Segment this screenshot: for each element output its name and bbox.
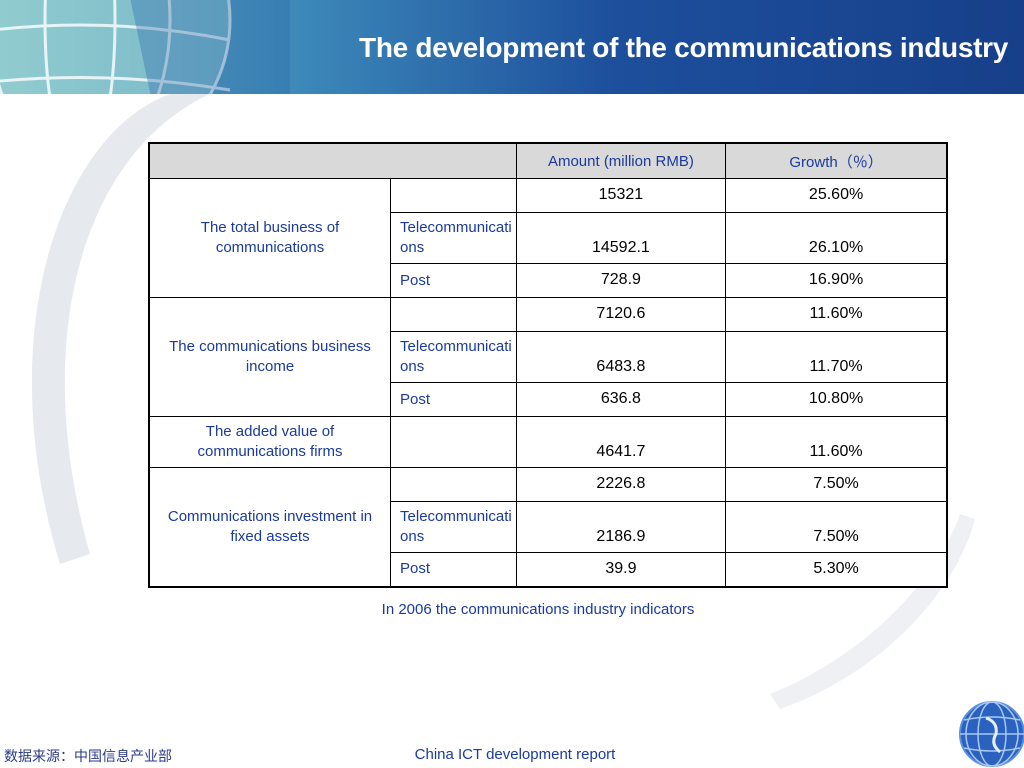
- subcategory-label: Post: [390, 263, 517, 298]
- table-header-row: Amount (million RMB) Growth（％）: [148, 142, 948, 179]
- growth-value: 10.80%: [725, 382, 948, 417]
- growth-value: 7.50%: [725, 501, 948, 553]
- growth-value: 11.60%: [725, 297, 948, 332]
- growth-value: 7.50%: [725, 467, 948, 502]
- globe-image: [0, 0, 290, 94]
- indicators-table: Amount (million RMB) Growth（％） The total…: [148, 142, 948, 588]
- amount-value: 636.8: [515, 382, 727, 417]
- category-label: The added value of communications firms: [148, 416, 392, 468]
- growth-value: 25.60%: [725, 178, 948, 213]
- amount-value: 2226.8: [515, 467, 727, 502]
- header-growth: Growth（％）: [725, 142, 948, 179]
- subcategory-label: Post: [390, 552, 517, 587]
- table-row: Telecommunications 6483.8 11.70%: [149, 331, 948, 383]
- table-row: The added value of communications firms 4…: [148, 416, 948, 468]
- amount-value: 7120.6: [515, 297, 727, 332]
- amount-value: 728.9: [515, 263, 727, 298]
- amount-value: 14592.1: [515, 212, 727, 264]
- title-banner: The development of the communications in…: [0, 0, 1024, 94]
- table-caption: In 2006 the communications industry indi…: [381, 601, 695, 618]
- growth-value: 5.30%: [725, 552, 948, 587]
- category-label: The communications business income: [148, 297, 392, 417]
- subcategory-label: [390, 297, 517, 332]
- table-row: Telecommunications 2186.9 7.50%: [149, 501, 948, 553]
- amount-value: 4641.7: [515, 416, 727, 468]
- footer-text: China ICT development report: [414, 746, 616, 763]
- table-row: The communications business income 7120.6…: [148, 297, 948, 417]
- subcategory-label: [390, 416, 517, 468]
- subcategory-label: Post: [390, 382, 517, 417]
- subcategory-label: [390, 467, 517, 502]
- header-amount: Amount (million RMB): [515, 142, 727, 179]
- slide-title: The development of the communications in…: [359, 32, 1008, 63]
- growth-value: 11.60%: [725, 416, 948, 468]
- amount-value: 15321: [515, 178, 727, 213]
- table-row: Communications investment in fixed asset…: [148, 467, 948, 587]
- table-row: Post 39.9 5.30%: [149, 552, 948, 587]
- amount-value: 39.9: [515, 552, 727, 587]
- table-row: The total business of communications 1532…: [148, 178, 948, 298]
- growth-value: 26.10%: [725, 212, 948, 264]
- amount-value: 6483.8: [515, 331, 727, 383]
- subcategory-label: Telecommunications: [390, 501, 517, 553]
- growth-value: 16.90%: [725, 263, 948, 298]
- data-source-note: 数据来源：中国信息产业部: [4, 749, 172, 765]
- background-swoosh: [31, 94, 975, 709]
- category-label: Communications investment in fixed asset…: [148, 467, 392, 587]
- category-label: The total business of communications: [148, 178, 392, 298]
- subcategory-label: Telecommunications: [390, 331, 517, 383]
- subcategory-label: [390, 178, 517, 213]
- header-blank-cell: [148, 142, 517, 179]
- growth-value: 11.70%: [725, 331, 948, 383]
- subcategory-label: Telecommunications: [390, 212, 517, 264]
- amount-value: 2186.9: [515, 501, 727, 553]
- globe-logo-icon: [959, 701, 1024, 767]
